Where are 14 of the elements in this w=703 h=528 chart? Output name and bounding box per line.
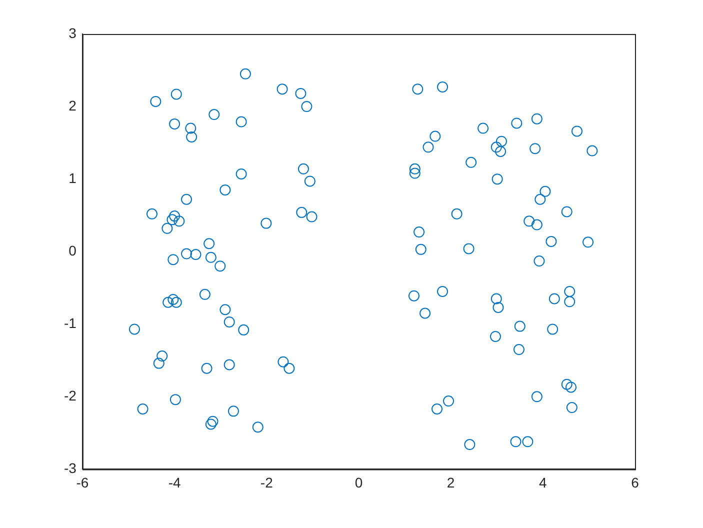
x-tick-label: 4 (539, 474, 548, 490)
y-tick-label: 1 (68, 170, 77, 186)
y-tick-label: -3 (64, 460, 77, 476)
x-tick-label: 0 (354, 474, 363, 490)
y-tick-label: 3 (68, 24, 77, 41)
x-tick-label: -2 (260, 474, 274, 490)
y-tick-label: -1 (64, 314, 77, 331)
x-tick-label: 2 (446, 474, 455, 490)
y-tick-label: -2 (64, 388, 77, 404)
y-tick-label: 2 (68, 97, 77, 114)
y-tick-label: 0 (68, 242, 77, 258)
x-tick-label: -4 (168, 474, 181, 490)
x-tick-label: 6 (631, 474, 640, 490)
x-tick-label: -6 (76, 474, 89, 490)
